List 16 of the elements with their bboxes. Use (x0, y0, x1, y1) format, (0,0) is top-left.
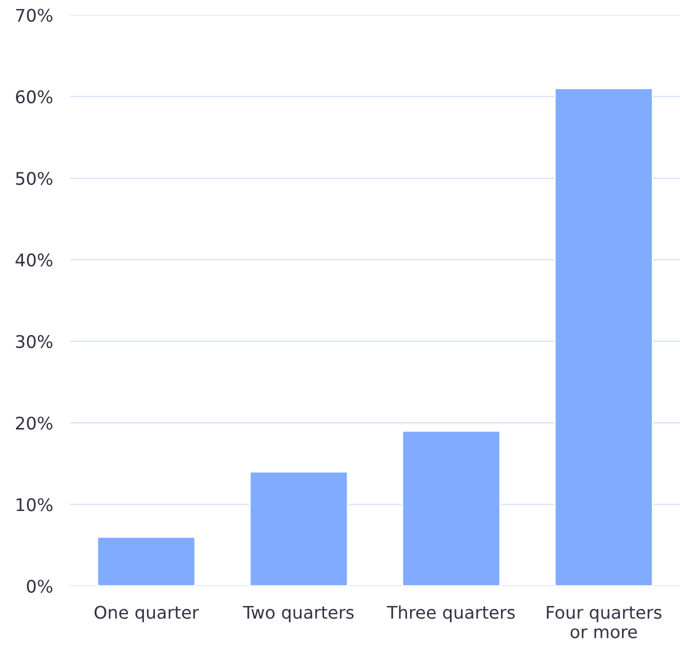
y-tick-label: 70% (16, 8, 52, 22)
y-tick-label: 10% (16, 498, 52, 512)
x-tick-label: One quarter (94, 606, 199, 622)
y-tick-label: 40% (16, 253, 52, 267)
y-tick-label: 30% (16, 334, 52, 348)
bar (96, 536, 196, 586)
x-tick-label: Four quarters or more (546, 606, 662, 638)
y-tick-label: 0% (26, 580, 52, 593)
bar (554, 88, 654, 586)
y-tick-label: 50% (16, 172, 52, 185)
bar (249, 471, 348, 586)
y-tick-label: 20% (16, 416, 52, 430)
x-tick-label: Three quarters (386, 605, 515, 622)
y-tick-label: 60% (16, 90, 52, 104)
bar (402, 430, 501, 586)
x-tick-label: Two quarters (242, 606, 354, 622)
